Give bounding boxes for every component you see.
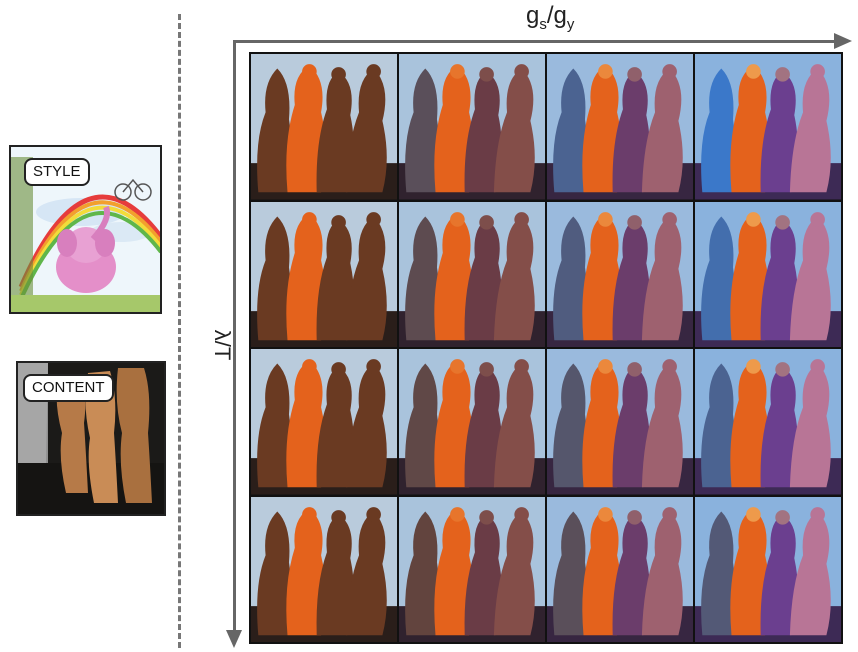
stylized-image: [251, 201, 397, 347]
dashed-divider: [178, 14, 181, 648]
result-cell: [399, 349, 545, 495]
stylized-image: [547, 54, 693, 200]
result-cell: [695, 349, 841, 495]
stylized-image: [695, 201, 841, 347]
stylized-image: [547, 349, 693, 495]
y-axis-arrowhead: [226, 630, 242, 648]
result-cell: [251, 349, 397, 495]
result-cell: [399, 54, 545, 200]
stylized-image: [695, 54, 841, 200]
stylized-image: [695, 496, 841, 642]
result-cell: [547, 496, 693, 642]
stylized-image: [399, 54, 545, 200]
result-cell: [547, 349, 693, 495]
result-cell: [251, 496, 397, 642]
stylized-image: [547, 496, 693, 642]
stylized-image: [251, 496, 397, 642]
result-grid: [249, 52, 843, 644]
content-label: CONTENT: [23, 374, 114, 402]
style-label: STYLE: [24, 158, 90, 186]
result-cell: [251, 54, 397, 200]
style-image: STYLE: [9, 145, 162, 314]
x-axis-arrowhead: [834, 33, 852, 49]
stylized-image: [251, 54, 397, 200]
result-cell: [695, 54, 841, 200]
stylized-image: [399, 201, 545, 347]
result-cell: [399, 496, 545, 642]
result-cell: [251, 201, 397, 347]
y-axis-arrow: [233, 40, 236, 632]
result-cell: [695, 201, 841, 347]
x-axis-arrow: [233, 40, 837, 43]
stylized-image: [695, 349, 841, 495]
stylized-image: [251, 349, 397, 495]
y-axis-label: λ/T: [210, 329, 235, 361]
result-cell: [547, 201, 693, 347]
stylized-image: [399, 496, 545, 642]
content-image: CONTENT: [16, 361, 166, 516]
result-cell: [399, 201, 545, 347]
stylized-image: [547, 201, 693, 347]
stylized-image: [399, 349, 545, 495]
result-cell: [547, 54, 693, 200]
x-axis-label: gs/gy: [526, 2, 575, 33]
result-cell: [695, 496, 841, 642]
